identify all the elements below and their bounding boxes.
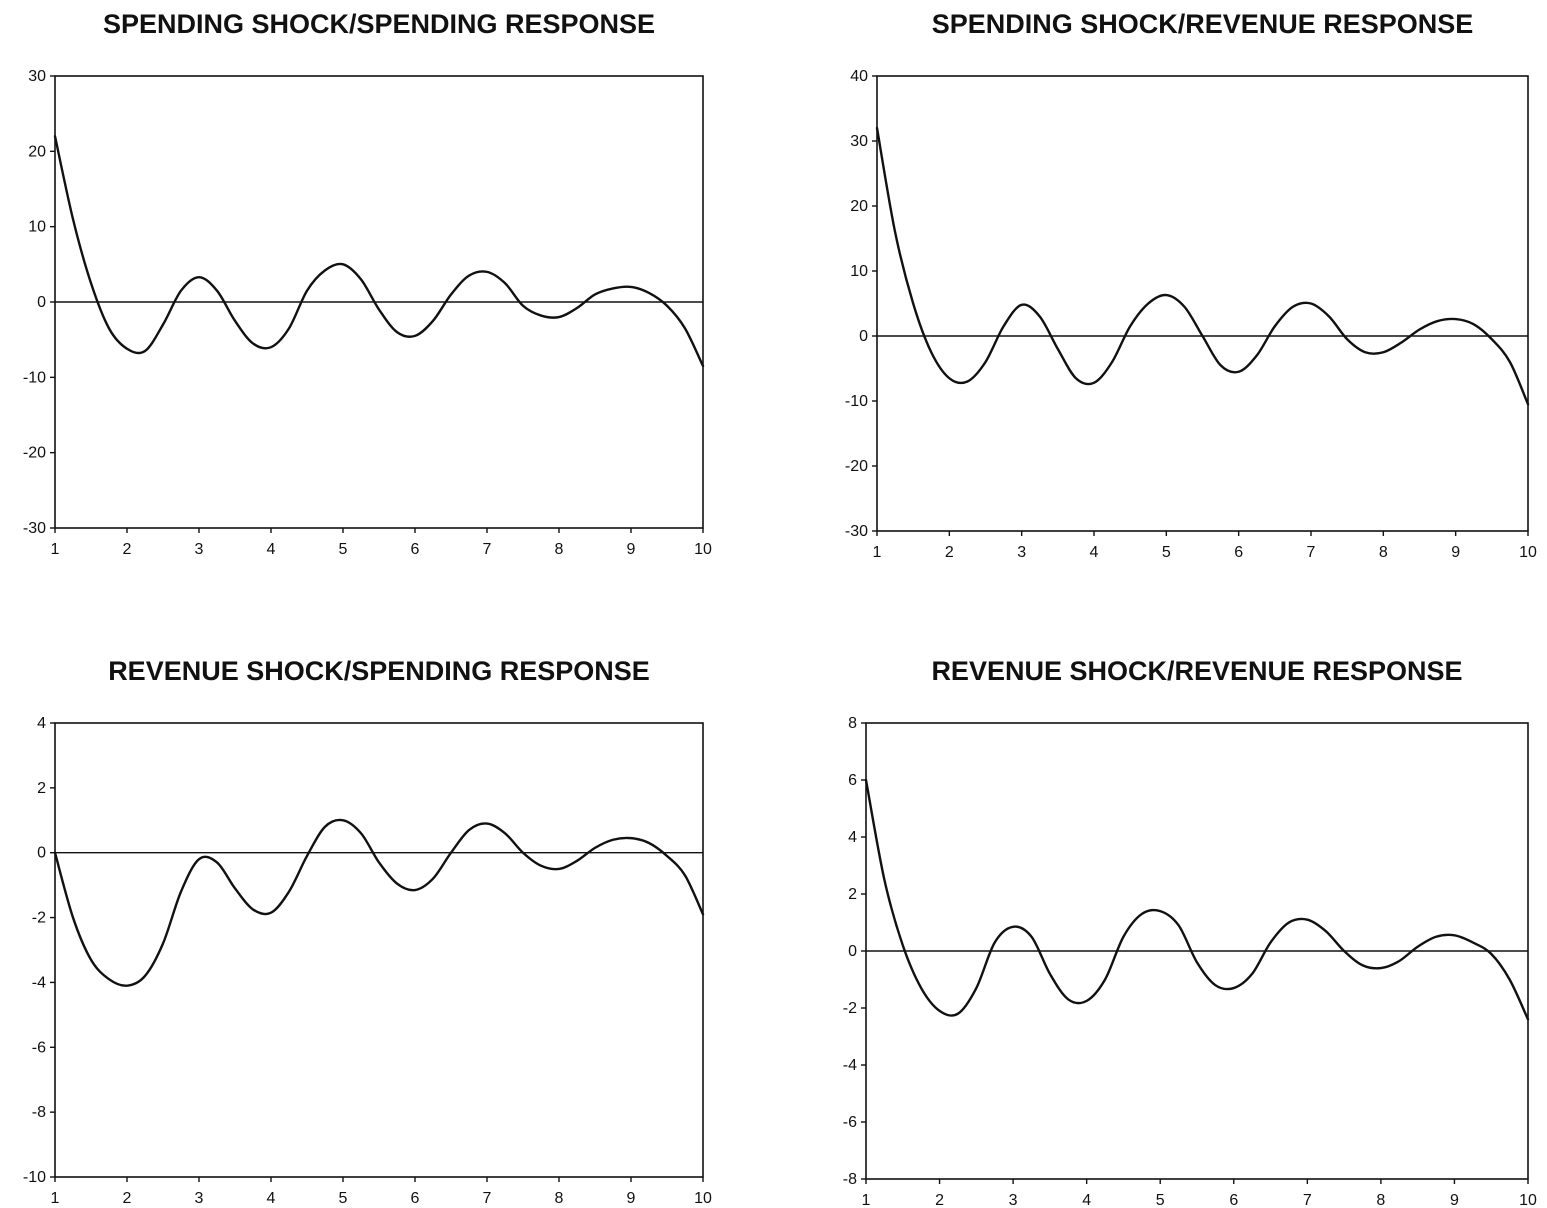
y-tick-label: -20 xyxy=(23,445,46,462)
x-tick-label: 6 xyxy=(1229,1192,1238,1208)
x-tick-label: 3 xyxy=(1009,1192,1018,1208)
x-tick-label: 2 xyxy=(123,1190,132,1207)
y-tick-label: 2 xyxy=(848,886,857,903)
x-tick-label: 8 xyxy=(1379,544,1388,561)
x-tick-label: 4 xyxy=(1082,1192,1091,1208)
y-tick-label: 30 xyxy=(28,68,46,85)
x-tick-label: 1 xyxy=(51,541,60,558)
x-tick-label: 5 xyxy=(1162,544,1171,561)
plot-frame xyxy=(54,722,704,1178)
y-tick-label: -6 xyxy=(32,1039,46,1056)
x-tick-label: 10 xyxy=(694,541,712,558)
y-tick-label: 2 xyxy=(37,780,46,797)
y-tick-label: -10 xyxy=(23,1169,46,1186)
x-tick-label: 9 xyxy=(627,1190,636,1207)
x-tick-label: 2 xyxy=(945,544,954,561)
chart-title: REVENUE SHOCK/REVENUE RESPONSE xyxy=(931,656,1462,686)
x-tick-label: 7 xyxy=(1307,544,1316,561)
response-line xyxy=(875,126,1530,406)
y-tick-label: 30 xyxy=(850,133,868,150)
y-tick-label: -4 xyxy=(843,1057,857,1074)
y-tick-label: -20 xyxy=(845,458,868,475)
y-tick-label: -30 xyxy=(23,520,46,537)
y-tick-label: 20 xyxy=(850,198,868,215)
y-tick-label: -30 xyxy=(845,523,868,540)
x-tick-label: 9 xyxy=(1451,544,1460,561)
x-tick-label: 3 xyxy=(195,1190,204,1207)
y-tick-label: 10 xyxy=(28,219,46,236)
x-tick-label: 5 xyxy=(1156,1192,1165,1208)
chart-title: SPENDING SHOCK/REVENUE RESPONSE xyxy=(932,9,1474,39)
x-tick-label: 6 xyxy=(1234,544,1243,561)
x-tick-label: 5 xyxy=(339,1190,348,1207)
y-tick-label: 20 xyxy=(28,143,46,160)
y-tick-label: -10 xyxy=(23,369,46,386)
y-tick-label: 40 xyxy=(850,68,868,85)
y-tick-label: -8 xyxy=(843,1171,857,1188)
panel-revenue-shock-revenue-response: REVENUE SHOCK/REVENUE RESPONSE 8 6 4 2 0 -2 -4… xyxy=(843,656,1537,1208)
x-tick-label: 10 xyxy=(1519,544,1537,561)
x-tick-label: 7 xyxy=(1303,1192,1312,1208)
x-tick-label: 9 xyxy=(627,541,636,558)
y-tick-label: 10 xyxy=(850,263,868,280)
plot-frame xyxy=(876,75,1529,532)
panel-spending-shock-revenue-response: SPENDING SHOCK/REVENUE RESPONSE 40302010… xyxy=(845,9,1537,561)
y-tick-label: 0 xyxy=(37,294,46,311)
x-tick-label: 4 xyxy=(1090,544,1099,561)
y-tick-label: -2 xyxy=(843,1000,857,1017)
x-tick-label: 10 xyxy=(694,1190,712,1207)
x-tick-label: 8 xyxy=(555,1190,564,1207)
x-tick-label: 2 xyxy=(123,541,132,558)
x-tick-label: 8 xyxy=(555,541,564,558)
x-tick-label: 10 xyxy=(1519,1192,1537,1208)
y-tick-label: 4 xyxy=(37,715,46,732)
x-tick-label: 1 xyxy=(873,544,882,561)
y-tick-label: -10 xyxy=(845,393,868,410)
y-tick-label: 4 xyxy=(848,829,857,846)
y-tick-label: 6 xyxy=(848,772,857,789)
x-tick-label: 3 xyxy=(195,541,204,558)
y-tick-label: -4 xyxy=(32,974,46,991)
x-tick-label: 6 xyxy=(411,1190,420,1207)
y-tick-label: -2 xyxy=(32,910,46,927)
y-tick-label: 0 xyxy=(859,328,868,345)
x-tick-label: 4 xyxy=(267,541,276,558)
y-tick-label: -8 xyxy=(32,1104,46,1121)
chart-title: SPENDING SHOCK/SPENDING RESPONSE xyxy=(103,9,655,39)
panel-spending-shock-spending-response: SPENDING SHOCK/SPENDING RESPONSE 30 20 10 0… xyxy=(23,9,712,558)
x-tick-label: 7 xyxy=(483,1190,492,1207)
response-line xyxy=(53,135,705,368)
response-line xyxy=(53,818,705,987)
x-tick-label: 1 xyxy=(862,1192,871,1208)
panel-revenue-shock-spending-response: REVENUE SHOCK/SPENDING RESPONSE 4 2 0 -2 -4 -… xyxy=(23,656,712,1207)
x-tick-label: 9 xyxy=(1450,1192,1459,1208)
x-tick-label: 8 xyxy=(1376,1192,1385,1208)
y-tick-label: 0 xyxy=(848,943,857,960)
x-tick-label: 4 xyxy=(267,1190,276,1207)
x-tick-label: 5 xyxy=(339,541,348,558)
y-tick-label: 8 xyxy=(848,715,857,732)
chart-title: REVENUE SHOCK/SPENDING RESPONSE xyxy=(108,656,650,686)
x-tick-label: 7 xyxy=(483,541,492,558)
response-line xyxy=(864,778,1530,1021)
x-tick-label: 2 xyxy=(935,1192,944,1208)
x-tick-label: 3 xyxy=(1017,544,1026,561)
x-tick-label: 6 xyxy=(411,541,420,558)
x-tick-label: 1 xyxy=(51,1190,60,1207)
y-tick-label: -6 xyxy=(843,1114,857,1131)
y-tick-label: 0 xyxy=(37,845,46,862)
